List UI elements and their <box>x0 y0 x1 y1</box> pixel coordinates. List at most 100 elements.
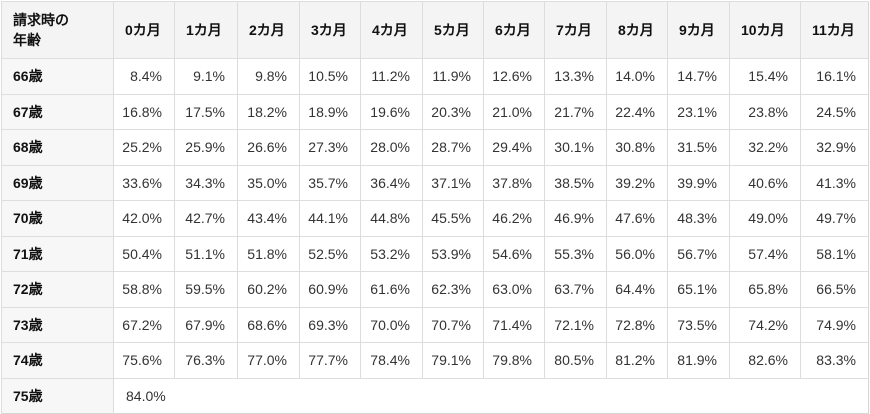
value-cell: 8.4% <box>113 58 175 94</box>
value-cell: 56.7% <box>667 235 730 272</box>
value-cell: 70.0% <box>360 306 423 343</box>
value-cell: 49.7% <box>800 200 869 236</box>
value-cell: 55.3% <box>544 235 607 272</box>
value-cell: 83.3% <box>800 342 869 378</box>
value-cell: 21.7% <box>544 93 607 130</box>
value-cell: 78.4% <box>360 342 423 378</box>
value-cell: 59.5% <box>174 271 238 307</box>
value-cell: 19.6% <box>360 93 423 130</box>
month-header-3: 3カ月 <box>299 1 361 59</box>
value-cell: 51.1% <box>174 235 238 272</box>
value-cell: 15.4% <box>729 58 801 94</box>
value-cell: 61.6% <box>360 271 423 307</box>
value-cell: 66.5% <box>800 271 869 307</box>
age-cell: 70歳 <box>1 200 114 236</box>
value-cell: 38.5% <box>544 164 607 201</box>
value-cell: 58.1% <box>800 235 869 272</box>
value-cell: 24.5% <box>800 93 869 130</box>
value-cell: 79.1% <box>422 342 484 378</box>
value-cell: 72.1% <box>544 306 607 343</box>
value-cell: 45.5% <box>422 200 484 236</box>
table-row: 70歳 42.0% 42.7% 43.4% 44.1% 44.8% 45.5% 46.2% 46… <box>1 200 869 236</box>
value-cell: 54.6% <box>483 235 545 272</box>
value-cell: 47.6% <box>606 200 668 236</box>
value-cell: 62.3% <box>422 271 484 307</box>
value-cell: 10.5% <box>299 58 361 94</box>
value-cell: 11.9% <box>422 58 484 94</box>
value-cell: 44.8% <box>360 200 423 236</box>
month-header-4: 4カ月 <box>360 1 423 59</box>
age-cell: 72歳 <box>1 271 114 307</box>
value-cell: 9.1% <box>174 58 238 94</box>
value-cell: 30.1% <box>544 129 607 165</box>
value-cell: 48.3% <box>667 200 730 236</box>
value-cell: 41.3% <box>800 164 869 201</box>
value-cell: 46.9% <box>544 200 607 236</box>
value-cell: 52.5% <box>299 235 361 272</box>
value-cell: 26.6% <box>237 129 300 165</box>
value-cell: 31.5% <box>667 129 730 165</box>
value-cell: 67.9% <box>174 306 238 343</box>
value-cell: 35.7% <box>299 164 361 201</box>
value-cell: 37.8% <box>483 164 545 201</box>
value-cell: 69.3% <box>299 306 361 343</box>
value-cell: 32.9% <box>800 129 869 165</box>
value-cell: 51.8% <box>237 235 300 272</box>
age-cell: 74歳 <box>1 342 114 378</box>
value-cell: 42.7% <box>174 200 238 236</box>
value-cell: 81.9% <box>667 342 730 378</box>
value-cell: 29.4% <box>483 129 545 165</box>
age-cell: 69歳 <box>1 164 114 201</box>
value-cell: 72.8% <box>606 306 668 343</box>
value-cell: 42.0% <box>113 200 175 236</box>
value-cell: 37.1% <box>422 164 484 201</box>
value-cell: 14.0% <box>606 58 668 94</box>
value-cell: 39.2% <box>606 164 668 201</box>
month-header-9: 9カ月 <box>667 1 730 59</box>
value-cell: 18.2% <box>237 93 300 130</box>
table-row: 73歳 67.2% 67.9% 68.6% 69.3% 70.0% 70.7% 71.4% 72… <box>1 306 869 343</box>
value-cell: 57.4% <box>729 235 801 272</box>
value-cell: 75.6% <box>113 342 175 378</box>
value-cell: 11.2% <box>360 58 423 94</box>
value-cell: 65.8% <box>729 271 801 307</box>
value-cell: 35.0% <box>237 164 300 201</box>
month-header-5: 5カ月 <box>422 1 484 59</box>
value-cell: 25.9% <box>174 129 238 165</box>
value-cell: 64.4% <box>606 271 668 307</box>
value-cell: 34.3% <box>174 164 238 201</box>
value-cell: 14.7% <box>667 58 730 94</box>
value-cell: 20.3% <box>422 93 484 130</box>
value-cell: 18.9% <box>299 93 361 130</box>
table-row: 74歳 75.6% 76.3% 77.0% 77.7% 78.4% 79.1% 79.8% 80… <box>1 342 869 378</box>
value-cell: 44.1% <box>299 200 361 236</box>
value-cell: 70.7% <box>422 306 484 343</box>
month-header-10: 10カ月 <box>729 1 801 59</box>
month-header-11: 11カ月 <box>800 1 869 59</box>
value-cell: 13.3% <box>544 58 607 94</box>
value-cell: 40.6% <box>729 164 801 201</box>
value-cell: 22.4% <box>606 93 668 130</box>
age-cell: 67歳 <box>1 93 114 130</box>
value-cell: 53.2% <box>360 235 423 272</box>
month-header-0: 0カ月 <box>113 1 175 59</box>
value-cell: 79.8% <box>483 342 545 378</box>
month-header-6: 6カ月 <box>483 1 545 59</box>
value-cell: 28.7% <box>422 129 484 165</box>
value-cell: 68.6% <box>237 306 300 343</box>
value-cell: 76.3% <box>174 342 238 378</box>
value-cell: 39.9% <box>667 164 730 201</box>
value-cell: 36.4% <box>360 164 423 201</box>
value-cell: 21.0% <box>483 93 545 130</box>
value-cell: 82.6% <box>729 342 801 378</box>
value-cell: 60.2% <box>237 271 300 307</box>
value-cell: 16.1% <box>800 58 869 94</box>
value-cell: 28.0% <box>360 129 423 165</box>
age-cell: 68歳 <box>1 129 114 165</box>
value-cell: 63.0% <box>483 271 545 307</box>
value-cell: 67.2% <box>113 306 175 343</box>
header-row: 請求時の 年齢 0カ月 1カ月 2カ月 3カ月 4カ月 5カ月 6カ月 7カ月 … <box>1 1 869 59</box>
table-row: 67歳 16.8% 17.5% 18.2% 18.9% 19.6% 20.3% 21.0% 21… <box>1 93 869 130</box>
age-cell: 71歳 <box>1 235 114 272</box>
month-header-2: 2カ月 <box>237 1 300 59</box>
